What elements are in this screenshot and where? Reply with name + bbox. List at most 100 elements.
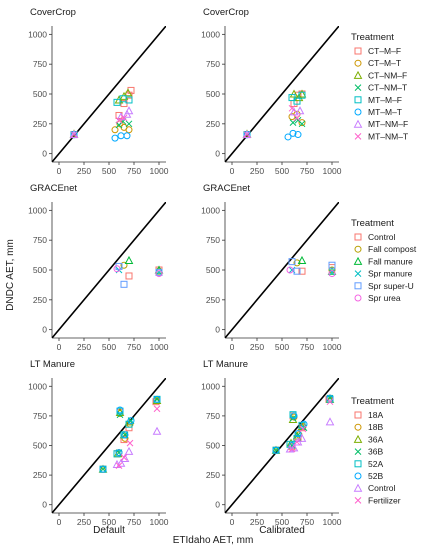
y-tick-label: 500 bbox=[206, 441, 220, 451]
reference-line-1-1 bbox=[52, 378, 166, 513]
x-tick-label: 0 bbox=[57, 517, 62, 527]
legend-label-18b: 18B bbox=[368, 422, 383, 432]
x-tick-label: 750 bbox=[127, 166, 141, 176]
legend-row-1: Treatment CT–M–F CT–M–T CT–NM–F CT–NM–T MT–M–… bbox=[351, 32, 408, 141]
x-tick-label: 750 bbox=[127, 517, 141, 527]
panel-title: GRACEnet bbox=[30, 183, 77, 194]
y-tick-label: 1000 bbox=[201, 205, 220, 215]
data-point-fall-manure bbox=[124, 255, 134, 264]
data-point-ct-nm-t bbox=[289, 119, 297, 126]
data-point-mt-m-f bbox=[298, 91, 306, 99]
data-point-mt-nm-f bbox=[295, 106, 305, 115]
data-point-fertilizer bbox=[126, 439, 134, 447]
data-point-fall-compost bbox=[120, 261, 128, 269]
legend-label-36a: 36A bbox=[368, 434, 383, 444]
data-point-spr-urea bbox=[155, 270, 163, 278]
x-tick-label: 250 bbox=[77, 166, 91, 176]
data-point-mt-nm-f bbox=[69, 130, 79, 139]
reference-line-1-1 bbox=[52, 26, 166, 162]
data-point-ct-m-t bbox=[111, 126, 119, 134]
data-point-52b bbox=[294, 430, 302, 438]
legend-key-36b bbox=[354, 448, 362, 455]
data-point-control bbox=[116, 458, 126, 467]
legend-label-52b: 52B bbox=[368, 471, 383, 481]
data-point-mt-nm-t bbox=[70, 131, 78, 138]
legend-label-36b: 36B bbox=[368, 447, 383, 457]
data-point-52b bbox=[300, 420, 308, 428]
legend-key-mt-m-f bbox=[354, 96, 362, 104]
x-tick-label: 250 bbox=[77, 517, 91, 527]
legend-label-fall-compost: Fall compost bbox=[368, 244, 417, 254]
data-point-control bbox=[297, 433, 307, 442]
x-tick-label: 750 bbox=[300, 342, 314, 352]
series-fertilizer bbox=[115, 405, 161, 469]
data-point-ct-nm-f bbox=[123, 88, 133, 97]
data-point-ct-m-t bbox=[298, 119, 306, 127]
data-point-spr-super-u bbox=[328, 261, 336, 269]
y-tick-label: 500 bbox=[33, 89, 47, 99]
legend-label-ct-nm-t: CT–NM–T bbox=[368, 83, 407, 93]
legend-key-ct-nm-t bbox=[354, 84, 362, 91]
series-fertilizer bbox=[288, 398, 334, 453]
data-point-fertilizer bbox=[326, 398, 334, 406]
data-point-52b bbox=[272, 446, 280, 454]
x-tick-label: 0 bbox=[230, 342, 235, 352]
legend-key-18a bbox=[354, 411, 362, 419]
x-axis-label: ETIdaho AET, mm bbox=[173, 535, 254, 546]
legend-title: Treatment bbox=[351, 218, 394, 229]
series-mt-nm-f bbox=[242, 106, 305, 139]
legend-row-3: Treatment 18A 18B 36A 36B 52A 52B Control Fertil… bbox=[351, 396, 401, 505]
data-point-mt-m-t bbox=[289, 129, 297, 137]
data-point-52b bbox=[116, 406, 124, 414]
legend-key-18b bbox=[354, 423, 362, 431]
data-point-mt-m-t bbox=[284, 133, 292, 141]
legend-label-mt-m-t: MT–M–T bbox=[368, 107, 402, 117]
data-point-fertilizer bbox=[120, 453, 128, 461]
data-point-mt-m-f bbox=[288, 94, 296, 102]
data-point-mt-m-t bbox=[294, 131, 302, 139]
x-tick-label: 1000 bbox=[150, 517, 169, 527]
x-tick-label: 1000 bbox=[323, 517, 342, 527]
series-18b bbox=[99, 395, 161, 473]
x-tick-label: 500 bbox=[102, 517, 116, 527]
legend-key-mt-nm-t bbox=[354, 133, 362, 140]
data-point-spr-manure bbox=[155, 269, 163, 276]
data-point-fall-manure bbox=[297, 255, 307, 264]
legend-label-fall-manure: Fall manure bbox=[368, 256, 413, 266]
series-36a bbox=[98, 395, 162, 473]
data-point-control bbox=[298, 267, 306, 275]
x-tick-label: 0 bbox=[57, 166, 62, 176]
y-tick-label: 1000 bbox=[28, 381, 47, 391]
y-axis-label: DNDC AET, mm bbox=[5, 239, 16, 311]
data-point-52a bbox=[125, 420, 133, 428]
data-point-52a bbox=[289, 411, 297, 419]
data-point-mt-nm-t bbox=[243, 131, 251, 138]
x-subtitle-calibrated: Calibrated bbox=[259, 525, 305, 536]
series-mt-m-t bbox=[70, 131, 131, 142]
x-tick-label: 1000 bbox=[323, 342, 342, 352]
y-tick-label: 750 bbox=[33, 235, 47, 245]
legend-label-spr-super-u: Spr super-U bbox=[368, 281, 414, 291]
data-point-spr-urea bbox=[328, 270, 336, 278]
data-point-spr-super-u bbox=[120, 280, 128, 288]
data-point-mt-m-t bbox=[117, 132, 125, 140]
legend-label-mt-nm-f: MT–NM–F bbox=[368, 119, 408, 129]
legend-label-fertilizer: Fertilizer bbox=[368, 495, 401, 505]
x-tick-label: 0 bbox=[57, 342, 62, 352]
y-tick-label: 0 bbox=[215, 149, 220, 159]
legend-key-52a bbox=[354, 460, 362, 468]
x-tick-label: 750 bbox=[300, 517, 314, 527]
x-tick-label: 1000 bbox=[150, 166, 169, 176]
data-point-fertilizer bbox=[288, 445, 296, 453]
data-point-spr-urea bbox=[113, 265, 121, 273]
x-tick-label: 250 bbox=[250, 166, 264, 176]
legend-key-ct-m-f bbox=[354, 47, 362, 55]
legend-label-52a: 52A bbox=[368, 459, 383, 469]
legend-key-spr-manure bbox=[354, 270, 362, 277]
data-point-spr-super-u bbox=[293, 267, 301, 275]
data-point-control bbox=[124, 446, 134, 455]
x-subtitle-default: Default bbox=[93, 525, 125, 536]
y-tick-label: 250 bbox=[33, 295, 47, 305]
panel-title: CoverCrop bbox=[203, 7, 249, 18]
